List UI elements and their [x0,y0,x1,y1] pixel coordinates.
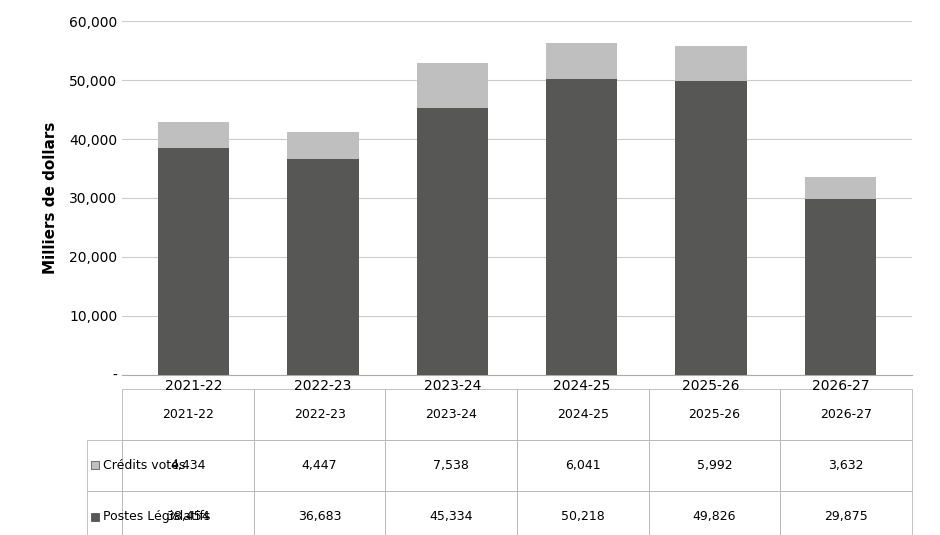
Bar [288,158,358,374]
Bar [676,46,746,81]
Bar [546,79,618,374]
Bar [805,177,876,198]
Bar [676,81,746,374]
Bar [546,43,618,79]
Bar [158,122,229,148]
Bar [805,198,876,374]
Bar [158,148,229,374]
Bar [416,63,488,108]
Text: Postes Législatifs: Postes Législatifs [103,510,211,523]
Bar [416,108,488,374]
Bar [288,133,358,158]
Y-axis label: Milliers de dollars: Milliers de dollars [43,122,58,274]
Text: Crédits votés: Crédits votés [103,459,185,472]
